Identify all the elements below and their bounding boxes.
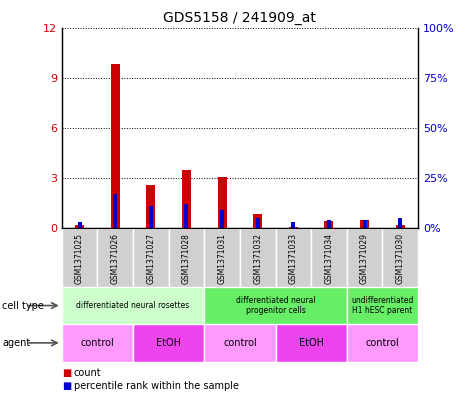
Text: EtOH: EtOH [156,338,181,348]
Bar [327,220,331,228]
Text: cell type: cell type [2,301,44,310]
Text: agent: agent [2,338,30,348]
Bar [382,228,418,287]
Bar [240,228,276,287]
Text: EtOH: EtOH [299,338,323,348]
Text: count: count [74,367,101,378]
Bar [360,220,369,228]
Text: percentile rank within the sample: percentile rank within the sample [74,381,238,391]
Text: control: control [223,338,257,348]
Bar [253,214,262,228]
Text: GSM1371025: GSM1371025 [75,233,84,284]
Bar [291,222,295,228]
Text: GSM1371029: GSM1371029 [360,233,369,284]
Bar [204,228,240,287]
Text: GSM1371026: GSM1371026 [111,233,120,284]
Bar [204,324,276,362]
Bar [184,204,189,228]
Text: control: control [80,338,114,348]
Bar [133,324,204,362]
Bar [276,228,311,287]
Bar [311,228,347,287]
Text: control: control [365,338,399,348]
Text: GSM1371028: GSM1371028 [182,233,191,283]
Bar [256,218,260,228]
Bar [276,324,347,362]
Bar [62,324,133,362]
Bar [398,218,402,228]
Title: GDS5158 / 241909_at: GDS5158 / 241909_at [163,11,316,25]
Text: GSM1371034: GSM1371034 [324,233,333,284]
Bar [77,222,82,228]
Bar [113,194,117,228]
Bar [220,210,224,228]
Bar [289,227,298,228]
Text: differentiated neural
progenitor cells: differentiated neural progenitor cells [236,296,315,315]
Text: GSM1371031: GSM1371031 [218,233,227,284]
Bar [75,225,84,228]
Text: differentiated neural rosettes: differentiated neural rosettes [76,301,190,310]
Bar [347,228,382,287]
Text: ■: ■ [62,367,71,378]
Bar [218,177,227,228]
Bar [324,221,333,228]
Bar [146,185,155,228]
Bar [149,206,153,228]
Bar [362,220,367,228]
Bar [133,228,169,287]
Bar [169,228,204,287]
Text: GSM1371032: GSM1371032 [253,233,262,284]
Text: GSM1371027: GSM1371027 [146,233,155,284]
Text: GSM1371030: GSM1371030 [396,233,405,284]
Bar [182,170,191,228]
Bar [62,287,204,324]
Text: ■: ■ [62,381,71,391]
Bar [204,287,347,324]
Bar [62,228,97,287]
Text: undifferentiated
H1 hESC parent: undifferentiated H1 hESC parent [351,296,414,315]
Bar [111,64,120,228]
Bar [396,225,405,228]
Bar [347,324,418,362]
Bar [97,228,133,287]
Bar [347,287,418,324]
Text: GSM1371033: GSM1371033 [289,233,298,284]
